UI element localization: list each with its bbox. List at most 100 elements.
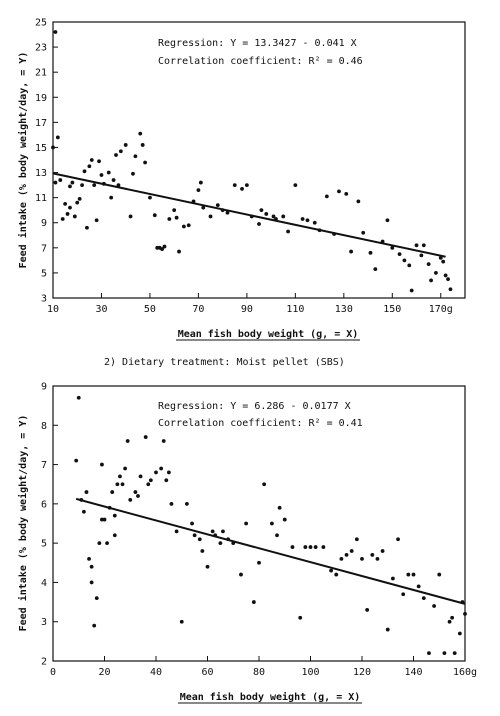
data-point	[244, 521, 249, 526]
data-point	[239, 572, 243, 577]
data-point	[463, 611, 467, 616]
data-point	[344, 191, 349, 196]
data-point	[300, 217, 305, 221]
data-point	[53, 30, 58, 34]
chart-1-y-tick-label: 19	[35, 93, 47, 104]
data-point	[349, 549, 354, 553]
data-point	[172, 208, 177, 213]
data-point	[221, 529, 225, 534]
data-point	[105, 541, 109, 546]
data-point	[118, 149, 123, 154]
data-point	[448, 287, 453, 292]
data-point	[120, 482, 125, 487]
data-point	[136, 494, 140, 498]
data-point	[397, 252, 402, 256]
data-point	[85, 225, 89, 230]
data-point	[148, 478, 153, 483]
data-point	[411, 572, 416, 577]
data-point	[370, 553, 375, 557]
data-point	[275, 533, 279, 538]
data-point	[240, 186, 244, 191]
chart-2-y-tick-label: 6	[41, 499, 47, 510]
data-point	[450, 615, 455, 620]
data-point	[337, 189, 341, 194]
data-point	[257, 560, 261, 565]
chart-2-y-tick-label: 8	[41, 421, 47, 432]
data-point	[167, 217, 172, 221]
chart-2-y-tick-label: 4	[41, 578, 47, 589]
data-point	[154, 470, 158, 475]
chart-1-y-tick-label: 9	[41, 218, 47, 229]
data-point	[290, 545, 295, 549]
data-point	[225, 210, 230, 215]
chart-1-xlabel: Mean fish body weight (g, = X)	[178, 328, 359, 340]
data-point	[356, 199, 361, 204]
data-point	[198, 180, 203, 185]
data-point	[82, 169, 87, 174]
data-point	[160, 247, 164, 251]
data-point	[70, 180, 75, 185]
data-point	[271, 214, 276, 219]
data-point	[162, 244, 167, 249]
data-point	[100, 462, 104, 467]
data-point	[65, 212, 70, 216]
chart-2-y-tick-label: 9	[41, 382, 47, 393]
chart-1-x-tick-label: 10	[47, 304, 59, 315]
data-point	[133, 490, 138, 494]
data-point	[89, 158, 94, 162]
data-point	[421, 243, 426, 248]
data-point	[161, 439, 166, 443]
data-point	[123, 466, 127, 471]
data-point	[177, 249, 181, 254]
data-point	[298, 615, 303, 620]
data-point	[419, 253, 424, 258]
data-point	[128, 214, 133, 219]
data-point	[375, 556, 380, 561]
data-point	[116, 183, 121, 187]
data-point	[421, 596, 426, 601]
chart-2-x-tick-label: 80	[253, 667, 265, 678]
data-point	[305, 218, 310, 223]
data-point	[205, 564, 210, 569]
data-point	[409, 288, 414, 293]
data-point	[55, 135, 60, 140]
figure-caption: 2) Dietary treatment: Moist pellet (SBS)	[104, 357, 345, 368]
data-point	[169, 501, 174, 506]
data-point	[334, 572, 339, 577]
data-point	[131, 171, 135, 176]
data-point	[208, 214, 213, 219]
data-point	[443, 273, 448, 278]
data-point	[244, 183, 249, 187]
data-point	[262, 482, 267, 487]
data-point	[102, 517, 107, 522]
data-point	[401, 592, 406, 597]
data-point	[97, 541, 102, 546]
data-point	[429, 278, 433, 283]
data-point	[174, 529, 179, 534]
data-point	[321, 545, 326, 549]
data-point	[277, 505, 282, 510]
data-point	[344, 553, 349, 557]
data-point	[58, 178, 63, 182]
data-point	[339, 556, 344, 561]
data-point	[60, 217, 65, 221]
chart-1-x-tick-label: 170g	[429, 304, 453, 315]
chart-1-y-tick-label: 7	[41, 243, 47, 254]
data-point	[140, 143, 145, 147]
chart-1-x-tick-label: 30	[95, 304, 107, 315]
data-point	[201, 205, 206, 210]
data-point	[112, 533, 117, 538]
data-point	[365, 608, 370, 612]
chart-1-x-tick-label: 70	[192, 304, 204, 315]
data-point	[286, 229, 290, 234]
data-point	[94, 596, 99, 601]
data-point	[447, 619, 452, 624]
data-point	[257, 222, 261, 226]
data-point	[89, 564, 94, 569]
data-point	[281, 214, 286, 219]
data-point	[186, 223, 191, 228]
data-point	[92, 623, 97, 628]
chart-1: 3 5 7 9 11 13 15 17 19 21 23 25 10 30 50 70 90 110 130 150 1…	[17, 18, 466, 341]
data-point	[99, 173, 104, 177]
data-point	[164, 478, 169, 483]
